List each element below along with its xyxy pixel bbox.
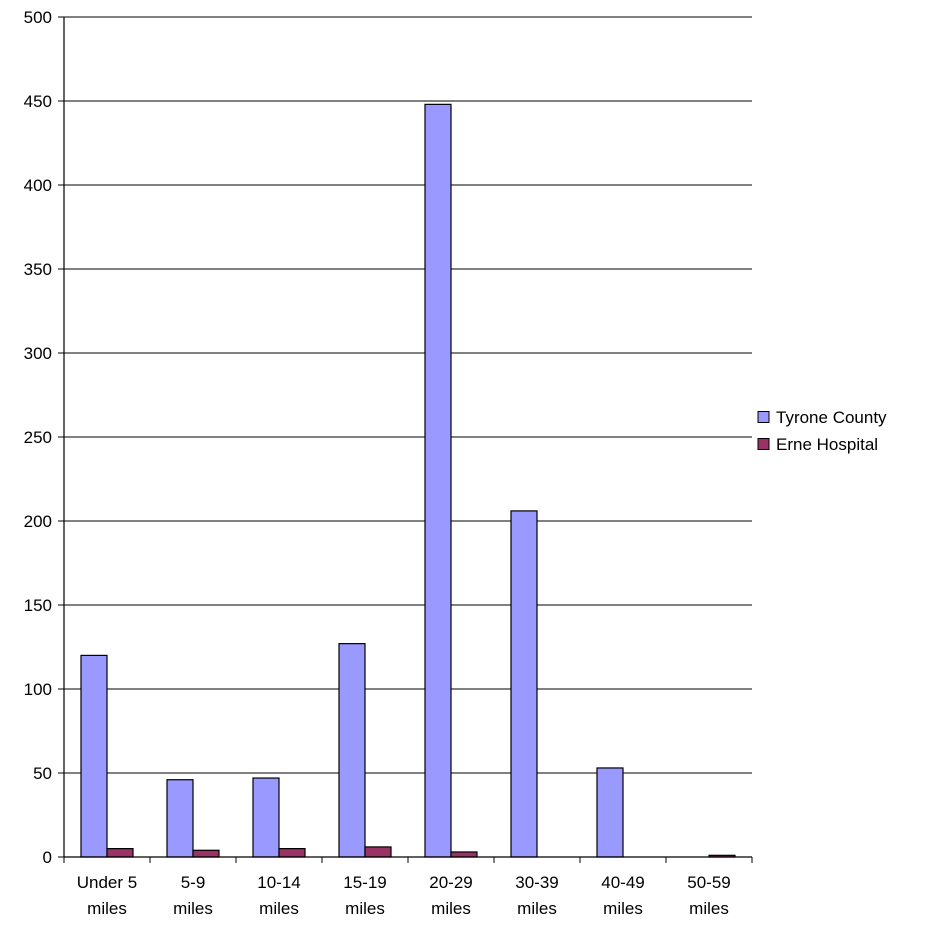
x-tick-label-line: miles (173, 899, 213, 918)
x-tick-label-line: miles (689, 899, 729, 918)
tick-labels: 0 50 100 150 200 250 300 350 400 450 500 Under 5 mil… (24, 8, 731, 918)
legend-label: Tyrone County (776, 408, 887, 427)
x-tick-label-line: miles (345, 899, 385, 918)
x-tick-label-line: 20-29 (429, 873, 472, 892)
gridlines (64, 17, 752, 773)
bar (511, 511, 537, 857)
bars (81, 104, 735, 857)
bar (339, 644, 365, 857)
y-tick-label: 150 (24, 596, 52, 615)
x-tick-label: 30-39 miles (515, 873, 558, 918)
legend-swatch (758, 439, 769, 450)
x-tick-label-line: 40-49 (601, 873, 644, 892)
y-tick-label: 0 (43, 848, 52, 867)
bar (107, 849, 133, 857)
bar (167, 780, 193, 857)
x-tick-label-line: miles (259, 899, 299, 918)
y-tick-label: 350 (24, 260, 52, 279)
y-tick-label: 450 (24, 92, 52, 111)
x-tick-label-line: miles (431, 899, 471, 918)
x-tick-label-line: 50-59 (687, 873, 730, 892)
y-tick-label: 250 (24, 428, 52, 447)
x-tick-label-line: miles (87, 899, 127, 918)
bar (451, 852, 477, 857)
bar (193, 850, 219, 857)
x-tick-label: 20-29 miles (429, 873, 472, 918)
y-tick-label: 500 (24, 8, 52, 27)
x-tick-label-line: miles (517, 899, 557, 918)
x-tick-label: 10-14 miles (257, 873, 300, 918)
legend-label: Erne Hospital (776, 435, 878, 454)
y-tick-label: 50 (33, 764, 52, 783)
x-tick-label: 15-19 miles (343, 873, 386, 918)
x-tick-label-line: 5-9 (181, 873, 206, 892)
y-tick-label: 400 (24, 176, 52, 195)
x-tick-label-line: Under 5 (77, 873, 137, 892)
bar (253, 778, 279, 857)
bar (81, 655, 107, 857)
x-tick-label: Under 5 miles (77, 873, 137, 918)
x-tick-label: 40-49 miles (601, 873, 644, 918)
y-tick-label: 300 (24, 344, 52, 363)
x-tick-label: 5-9 miles (173, 873, 213, 918)
x-tick-label-line: 10-14 (257, 873, 300, 892)
legend: Tyrone County Erne Hospital (758, 408, 887, 454)
x-tick-label: 50-59 miles (687, 873, 730, 918)
x-tick-label-line: 15-19 (343, 873, 386, 892)
y-tick-label: 100 (24, 680, 52, 699)
x-tick-label-line: 30-39 (515, 873, 558, 892)
bar (425, 104, 451, 857)
y-tick-label: 200 (24, 512, 52, 531)
axes (58, 17, 752, 863)
x-tick-label-line: miles (603, 899, 643, 918)
bar (597, 768, 623, 857)
legend-swatch (758, 412, 769, 423)
bar (279, 849, 305, 857)
bar (365, 847, 391, 857)
